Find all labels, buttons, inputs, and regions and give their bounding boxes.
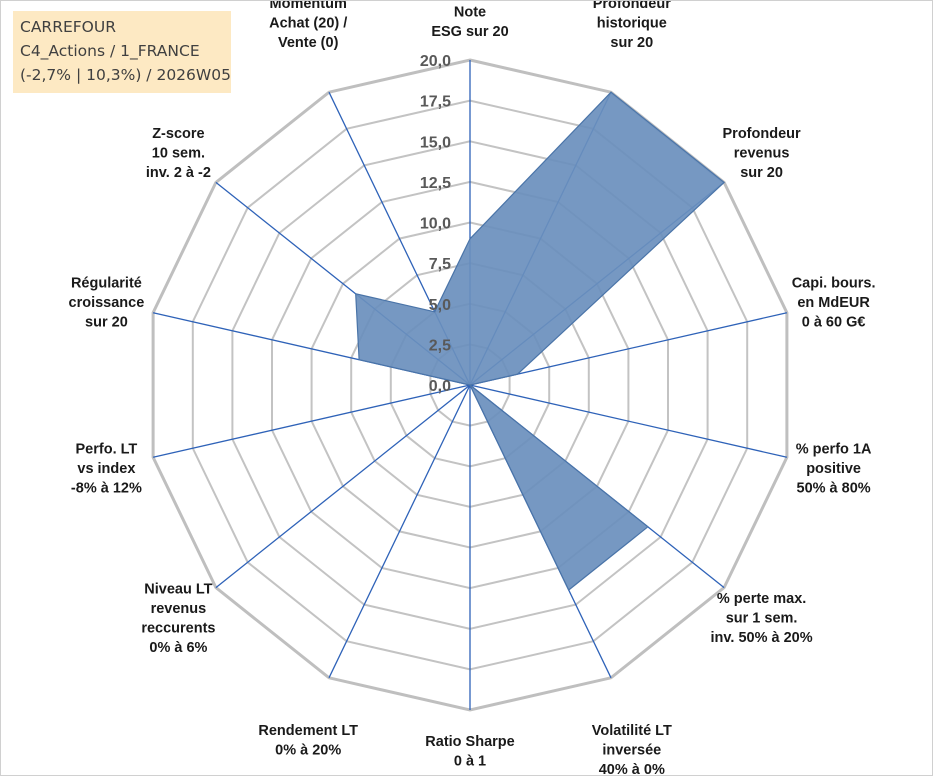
axis-label-line: reccurents — [141, 620, 215, 636]
axis-label-line: positive — [806, 461, 861, 477]
axis-label-line: Rendement LT — [258, 723, 358, 739]
axis-label: Volatilité LT inversée 40% à 0% — [592, 723, 672, 775]
series-layer — [355, 91, 726, 591]
axis-label: Note ESG sur 20 — [431, 5, 508, 41]
axis-label-line: 0% à 6% — [149, 640, 207, 656]
info-box: CARREFOUR C4_Actions / 1_FRANCE (-2,7% |… — [13, 11, 231, 93]
axis-label-line: Achat (20) / — [269, 15, 347, 31]
tick-label: 0,0 — [429, 378, 451, 395]
axis-label: Perfo. LT vs index -8% à 12% — [71, 442, 142, 497]
tick-label: 5,0 — [429, 297, 451, 314]
axis-label-line: Capi. bours. — [792, 276, 876, 292]
tick-label: 10,0 — [420, 216, 451, 233]
axis-label-line: 0 à 1 — [454, 754, 486, 770]
axis-label-line: Profondeur — [723, 126, 801, 142]
tick-label: 12,5 — [420, 175, 451, 192]
tick-label: 15,0 — [420, 134, 451, 151]
axis-label-line: 40% à 0% — [599, 762, 665, 775]
axis-label-line: Vente (0) — [278, 35, 339, 51]
axis-label: Niveau LT revenus reccurents 0% à 6% — [141, 581, 215, 656]
axis-label-line: sur 20 — [85, 315, 128, 331]
axis-label-line: Volatilité LT — [592, 723, 672, 739]
performance-week: (-2,7% | 10,3%) / 2026W05 — [20, 66, 231, 84]
axis-spoke — [215, 384, 471, 589]
axis-label-line: Niveau LT — [144, 581, 212, 597]
axis-label: Profondeur historique sur 20 — [593, 1, 671, 51]
axis-label-line: Momentum — [270, 1, 347, 12]
axis-label-line: Profondeur — [593, 1, 671, 12]
axis-label-line: historique — [597, 15, 667, 31]
axis-label-line: en MdEUR — [797, 295, 870, 311]
portfolio-path: C4_Actions / 1_FRANCE — [20, 42, 200, 60]
axis-label-line: 50% à 80% — [797, 481, 871, 497]
axis-label-line: % perfo 1A — [796, 442, 872, 458]
axis-label-line: Régularité — [71, 276, 142, 292]
axis-label-line: Ratio Sharpe — [425, 734, 514, 750]
axis-label-line: inv. 50% à 20% — [711, 630, 813, 646]
series-area — [355, 91, 726, 591]
axis-label-line: inversée — [602, 743, 661, 759]
axis-label-line: ESG sur 20 — [431, 24, 508, 40]
tick-label: 7,5 — [429, 256, 451, 273]
axis-label: Profondeur revenus sur 20 — [723, 126, 801, 181]
axis-label-line: sur 1 sem. — [726, 611, 798, 627]
axis-label-line: Note — [454, 5, 486, 21]
axis-label-line: 0 à 60 G€ — [802, 315, 866, 331]
axis-label-layer: Note ESG sur 20 Profondeur historique sur 20… — [69, 1, 876, 775]
tick-label: 2,5 — [429, 337, 451, 354]
company-name: CARREFOUR — [20, 18, 116, 36]
axis-label-line: -8% à 12% — [71, 481, 142, 497]
axis-label-line: revenus — [734, 145, 790, 161]
axis-label: % perfo 1A positive 50% à 80% — [796, 442, 872, 497]
tick-layer: 0,0 2,5 5,0 7,5 10,0 12,5 15,0 17,5 20,0 — [420, 53, 451, 395]
axis-label-line: 0% à 20% — [275, 743, 341, 759]
axis-label-line: vs index — [77, 461, 135, 477]
axis-label: % perte max. sur 1 sem. inv. 50% à 20% — [711, 591, 813, 646]
axis-label: Momentum Achat (20) / Vente (0) — [269, 1, 347, 51]
axis-spoke — [152, 384, 471, 458]
axis-label: Ratio Sharpe 0 à 1 — [425, 734, 514, 770]
axis-spoke — [328, 384, 471, 679]
axis-label-line: Perfo. LT — [76, 442, 138, 458]
axis-label: Rendement LT 0% à 20% — [258, 723, 358, 759]
axis-label-line: revenus — [151, 601, 207, 617]
axis-label-line: Z-score — [152, 126, 204, 142]
axis-label: Capi. bours. en MdEUR 0 à 60 G€ — [792, 276, 876, 331]
axis-label-line: sur 20 — [740, 165, 783, 181]
axis-label-line: % perte max. — [717, 591, 806, 607]
axis-label-line: sur 20 — [610, 35, 653, 51]
axis-label-line: 10 sem. — [152, 145, 205, 161]
axis-label: Z-score 10 sem. inv. 2 à -2 — [146, 126, 211, 181]
axis-spoke — [469, 384, 788, 458]
axis-spoke — [469, 312, 788, 386]
axis-label-line: croissance — [69, 295, 145, 311]
axis-label: Régularité croissance sur 20 — [69, 276, 145, 331]
axis-label-line: inv. 2 à -2 — [146, 165, 211, 181]
tick-label: 17,5 — [420, 94, 451, 111]
tick-label: 20,0 — [420, 53, 451, 70]
